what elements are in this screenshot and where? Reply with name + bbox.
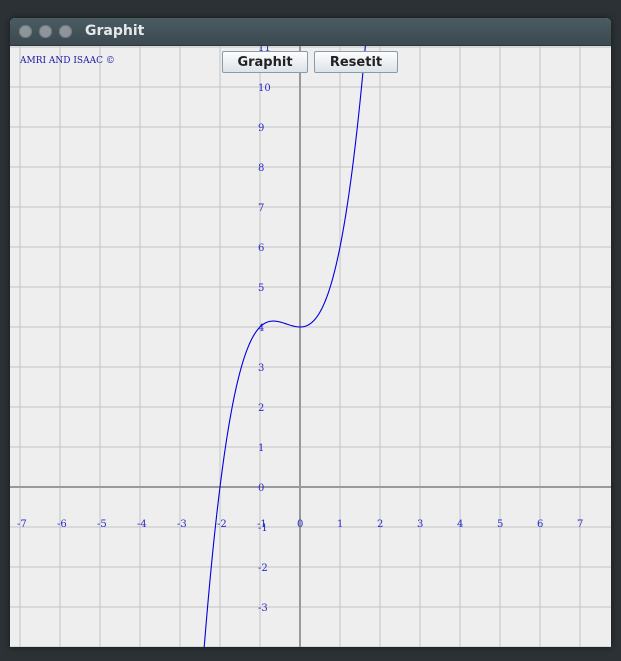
reset-button[interactable]: Resetit [314, 51, 398, 73]
x-tick-label: -1 [257, 519, 267, 530]
y-tick-label: 9 [258, 123, 264, 134]
x-tick-label: -4 [137, 519, 147, 530]
y-tick-label: 0 [258, 483, 264, 494]
x-tick-label: -6 [57, 519, 67, 530]
x-tick-label: 2 [377, 519, 383, 530]
x-tick-label: 4 [457, 519, 463, 530]
y-tick-label: -3 [258, 603, 268, 614]
y-tick-label: 8 [258, 163, 264, 174]
x-tick-label: -7 [17, 519, 27, 530]
y-tick-label: -2 [258, 563, 268, 574]
function-curve [203, 46, 366, 647]
y-tick-label: 10 [258, 83, 271, 94]
graph-plot: -7 -6 -5 -4 -3 -2 -1 0 1 2 3 4 5 6 711109876543210-1-2… [10, 46, 611, 647]
copyright-label: AMRI AND ISAAC © [20, 56, 115, 66]
y-tick-label: 6 [258, 243, 264, 254]
y-tick-label: -1 [258, 523, 268, 534]
y-tick-label: 2 [258, 403, 264, 414]
x-tick-label: 5 [497, 519, 503, 530]
x-tick-label: 3 [417, 519, 423, 530]
x-tick-label: 6 [537, 519, 543, 530]
grid [10, 46, 611, 647]
y-tick-label: 11 [258, 46, 271, 54]
graph-canvas[interactable]: -7 -6 -5 -4 -3 -2 -1 0 1 2 3 4 5 6 7 11 10 9 8 7 6 5 4 3 2 1 0 -1 -2… [10, 46, 611, 647]
window-title: Graphit [85, 23, 145, 39]
y-tick-label: 5 [258, 283, 264, 294]
close-window-button[interactable] [19, 25, 32, 38]
x-tick-label: 0 [297, 519, 303, 530]
title-bar[interactable]: Graphit [10, 18, 611, 46]
maximize-window-button[interactable] [59, 25, 72, 38]
x-tick-label: -2 [217, 519, 227, 530]
graph-button[interactable]: Graphit [222, 51, 308, 73]
x-tick-label: -5 [97, 519, 107, 530]
x-tick-label: 7 [577, 519, 583, 530]
minimize-window-button[interactable] [39, 25, 52, 38]
axes [10, 46, 611, 647]
y-tick-label: 3 [258, 363, 264, 374]
y-tick-label: 4 [258, 323, 264, 334]
x-tick-label: -3 [177, 519, 187, 530]
tick-labels: -7 -6 -5 -4 -3 -2 -1 0 1 2 3 4 5 6 711109876543210-1-2… [17, 46, 583, 614]
x-tick-label: 1 [337, 519, 343, 530]
y-tick-label: 7 [258, 203, 264, 214]
graphit-window: Graphit -7 -6 -5 -4 -3 -2 -1 0 1 2 3 4 5 6 7 11 10 9 8 7 6 5 4… [10, 18, 611, 647]
y-tick-label: 1 [258, 443, 264, 454]
